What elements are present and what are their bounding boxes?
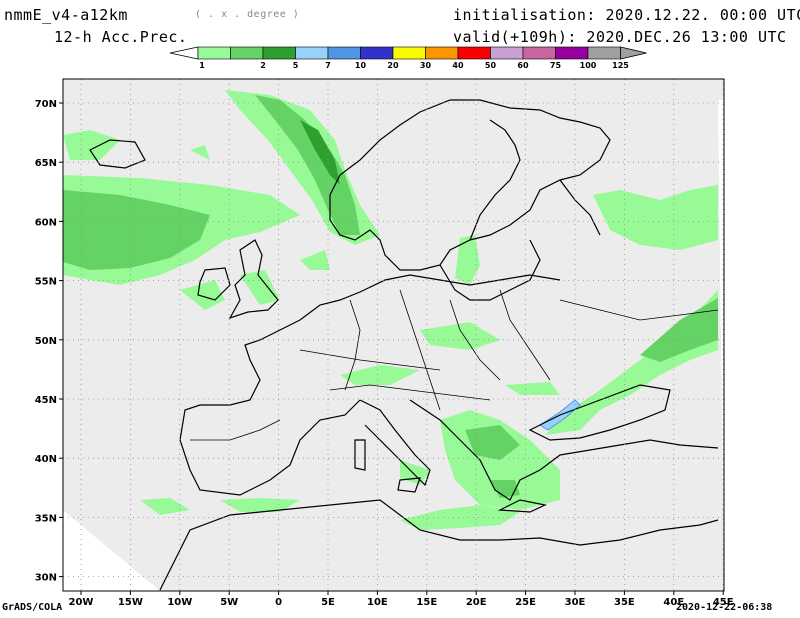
precip-moderate <box>63 95 718 498</box>
x-tick-label: 40E <box>663 597 684 608</box>
x-tick-label: 10E <box>367 597 388 608</box>
units-label: ( . x . degree ) <box>195 9 300 20</box>
model-title: nmmE_v4-a12km <box>4 6 128 24</box>
y-tick-label: 40N <box>35 454 57 465</box>
colorbar-segment <box>587 46 621 60</box>
country-borders <box>190 289 719 441</box>
x-axis: 20W 15W 10W 5W 0 5E 10E 15E 20E 25E 30E 35E 40E 45E <box>69 591 734 608</box>
precip-heavy <box>300 120 340 185</box>
x-tick-label: 30E <box>565 597 586 608</box>
x-tick-label: 20W <box>69 597 94 608</box>
colorbar-label: 50 <box>485 61 497 70</box>
x-tick-label: 15W <box>118 597 143 608</box>
colorbar-arrow-right <box>620 46 647 60</box>
y-tick-label: 70N <box>35 99 57 110</box>
colorbar-label: 60 <box>517 61 529 70</box>
graticule <box>63 79 724 591</box>
colorbar-segment <box>490 46 524 60</box>
colorbar-segment <box>522 46 556 60</box>
coastlines <box>89 99 719 591</box>
colorbar-segment <box>425 46 459 60</box>
colorbar-segment <box>360 46 394 60</box>
colorbar-segment <box>392 46 426 60</box>
colorbar-label: 40 <box>452 61 464 70</box>
footer-source: GrADS/COLA <box>2 602 63 613</box>
colorbar-segment <box>230 46 264 60</box>
colorbar-segment <box>327 46 361 60</box>
y-tick-label: 50N <box>35 336 57 347</box>
colorbar-label: 100 <box>580 61 597 70</box>
colorbar-label: 75 <box>550 61 562 70</box>
colorbar-segment <box>295 46 329 60</box>
colorbar-label: 30 <box>420 61 432 70</box>
colorbar: 1 2 5 7 10 20 30 40 50 60 75 100 125 <box>169 46 647 70</box>
y-tick-label: 30N <box>35 573 57 584</box>
x-tick-label: 45E <box>713 597 734 608</box>
valid-time: valid(+109h): 2020.DEC.26 13:00 UTC <box>453 28 787 46</box>
colorbar-arrow-left <box>169 46 199 60</box>
x-tick-label: 10W <box>167 597 192 608</box>
map-border <box>62 78 725 592</box>
init-time: initialisation: 2020.12.22. 00:00 UTC <box>453 6 800 24</box>
colorbar-label: 2 <box>260 61 266 70</box>
colorbar-label: 10 <box>355 61 367 70</box>
x-tick-label: 25E <box>515 597 536 608</box>
colorbar-label: 20 <box>387 61 399 70</box>
colorbar-label: 1 <box>199 61 205 70</box>
y-tick-label: 55N <box>35 277 57 288</box>
x-tick-label: 5E <box>321 597 335 608</box>
y-axis: 70N 65N 60N 55N 50N 45N 40N 35N 30N <box>35 99 63 584</box>
colorbar-segment <box>457 46 491 60</box>
x-tick-label: 15E <box>416 597 437 608</box>
colorbar-label: 125 <box>612 61 629 70</box>
y-tick-label: 35N <box>35 513 57 524</box>
x-tick-label: 0 <box>275 597 282 608</box>
colorbar-segment <box>262 46 296 60</box>
x-tick-label: 35E <box>614 597 635 608</box>
colorbar-label: 5 <box>293 61 299 70</box>
x-tick-label: 5W <box>220 597 238 608</box>
colorbar-segment <box>197 46 231 60</box>
colorbar-label: 7 <box>325 61 331 70</box>
x-tick-label: 20E <box>466 597 487 608</box>
y-tick-label: 65N <box>35 158 57 169</box>
colorbar-segment <box>555 46 589 60</box>
footer-timestamp: 2020-12-22-06:38 <box>676 602 773 613</box>
y-tick-label: 60N <box>35 217 57 228</box>
product-title: 12-h Acc.Prec. <box>54 28 188 46</box>
y-tick-label: 45N <box>35 395 57 406</box>
